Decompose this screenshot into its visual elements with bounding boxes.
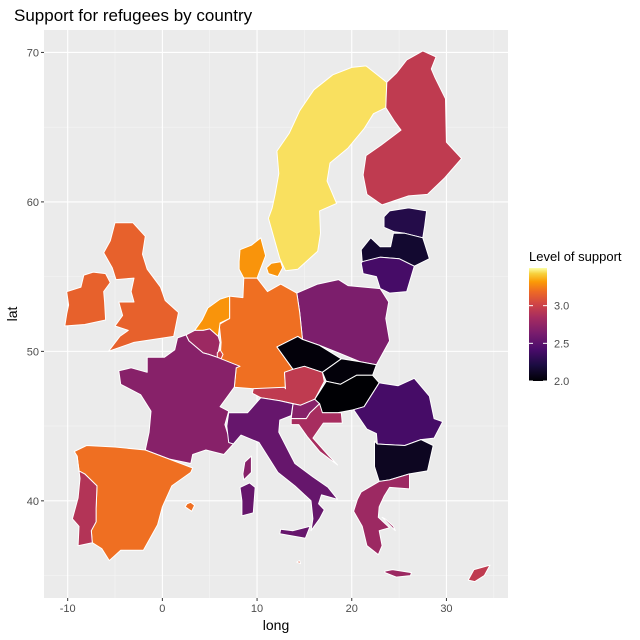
legend-ticks: 2.0 2.5 3.0 [529, 301, 569, 388]
y-tick-label: 50 [27, 346, 39, 358]
country-bulgaria [374, 439, 434, 482]
x-tick-label: -10 [60, 603, 76, 615]
country-france [242, 455, 252, 481]
country-croatia [290, 403, 343, 466]
country-france [118, 334, 241, 464]
x-tick-label: 20 [346, 603, 358, 615]
country-united-kingdom [103, 222, 179, 352]
country-layer [64, 50, 491, 583]
legend-tick-label: 2.5 [554, 338, 569, 350]
country-spain [184, 501, 196, 512]
country-italy [239, 482, 256, 517]
x-tick-label: 30 [440, 603, 452, 615]
country-estonia [383, 207, 428, 239]
country-greece [353, 473, 410, 556]
legend-title: Level of support [529, 249, 622, 264]
legend-colorbar [529, 268, 547, 381]
y-axis-ticks: 40 50 60 70 [27, 47, 44, 508]
x-tick-label: 0 [159, 603, 165, 615]
country-italy [226, 397, 339, 532]
y-tick-label: 40 [27, 496, 39, 508]
legend-tick-label: 3.0 [554, 301, 569, 313]
x-tick-label: 10 [251, 603, 263, 615]
country-cyprus [467, 564, 491, 583]
y-tick-label: 70 [27, 47, 39, 59]
country-romania [353, 377, 444, 446]
country-denmark [266, 261, 284, 278]
y-axis-title: lat [4, 307, 20, 322]
x-axis-title: long [263, 617, 289, 633]
country-malta [296, 560, 302, 565]
country-ireland [64, 271, 111, 327]
country-portugal [71, 455, 98, 547]
country-italy [279, 525, 311, 539]
country-greece [381, 516, 396, 532]
country-sweden [267, 65, 388, 272]
chart-title: Support for refugees by country [14, 6, 253, 25]
legend-tick-label: 2.0 [554, 376, 569, 388]
legend: Level of support 2.0 2.5 3.0 [529, 249, 622, 388]
x-axis-ticks: -10 0 10 20 30 [60, 598, 453, 615]
country-lithuania [360, 256, 415, 294]
country-finland [362, 50, 463, 206]
country-greece [384, 569, 412, 578]
y-tick-label: 60 [27, 197, 39, 209]
